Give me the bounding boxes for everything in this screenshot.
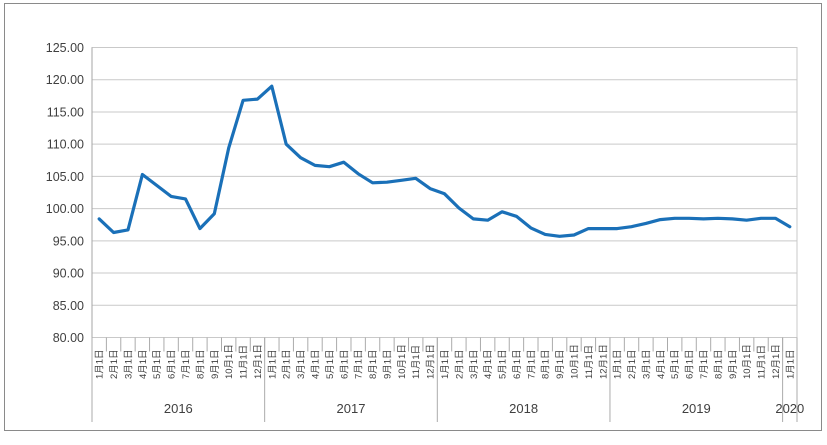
- x-axis-tick-label: 11月1日: [584, 345, 595, 379]
- x-axis-tick-label: 12月1日: [771, 344, 782, 379]
- y-axis-tick-label: 120.00: [46, 73, 84, 87]
- series-line[interactable]: [97, 84, 792, 238]
- y-axis-tick-label: 100.00: [46, 202, 84, 216]
- x-axis-tick-label: 4月1日: [138, 349, 149, 379]
- x-axis-tick-label: 8月1日: [368, 349, 379, 379]
- x-axis-tick-label: 10月1日: [397, 344, 408, 379]
- y-axis-tick-label: 95.00: [53, 234, 84, 248]
- x-axis-tick-label: 5月1日: [325, 349, 336, 379]
- x-axis-tick-label: 2月1日: [109, 349, 120, 379]
- year-label: 2018: [509, 401, 538, 416]
- x-axis-tick-label: 2月1日: [627, 349, 638, 379]
- x-axis-tick-label: 7月1日: [526, 349, 537, 379]
- x-axis-tick-label: 6月1日: [167, 349, 178, 379]
- y-axis-tick-label: 125.00: [46, 41, 84, 55]
- x-axis-tick-label: 7月1日: [181, 349, 192, 379]
- x-axis-tick-label: 4月1日: [311, 349, 322, 379]
- x-axis-tick-label: 5月1日: [152, 349, 163, 379]
- x-axis-tick-label: 7月1日: [699, 349, 710, 379]
- x-axis-tick-label: 3月1日: [641, 349, 652, 379]
- y-axis-tick-label: 110.00: [47, 138, 84, 152]
- x-axis-tick-label: 4月1日: [656, 349, 667, 379]
- year-label: 2017: [337, 401, 366, 416]
- year-label: 2016: [164, 401, 193, 416]
- x-axis-tick-label: 1月1日: [267, 349, 278, 379]
- year-label: 2019: [682, 401, 711, 416]
- x-axis-tick-label: 11月1日: [757, 345, 768, 379]
- x-axis-tick-label: 12月1日: [426, 344, 437, 379]
- x-axis-tick-label: 6月1日: [685, 349, 696, 379]
- x-axis-tick-label: 8月1日: [541, 349, 552, 379]
- x-axis-tick-label: 1月1日: [785, 349, 796, 379]
- y-axis-tick-label: 115.00: [47, 105, 84, 119]
- x-axis-tick-label: 2月1日: [282, 349, 293, 379]
- x-axis-tick-label: 9月1日: [728, 349, 739, 379]
- y-axis-tick-label: 80.00: [53, 331, 84, 345]
- x-axis-tick-label: 11月1日: [239, 345, 250, 379]
- x-axis-tick-label: 5月1日: [670, 349, 681, 379]
- x-axis-tick-label: 5月1日: [498, 349, 509, 379]
- x-axis-tick-label: 12月1日: [598, 344, 609, 379]
- x-axis-tick-label: 3月1日: [296, 349, 307, 379]
- x-axis-tick-label: 9月1日: [382, 349, 393, 379]
- x-axis-tick-label: 9月1日: [555, 349, 566, 379]
- x-axis-tick-label: 7月1日: [354, 349, 365, 379]
- x-axis-tick-label: 9月1日: [210, 349, 221, 379]
- x-axis-tick-label: 3月1日: [123, 349, 134, 379]
- x-axis-tick-label: 6月1日: [512, 349, 523, 379]
- x-axis-tick-label: 1月1日: [613, 349, 624, 379]
- x-axis-tick-label: 3月1日: [469, 349, 480, 379]
- x-axis-tick-label: 6月1日: [339, 349, 350, 379]
- x-axis-tick-label: 2月1日: [454, 349, 465, 379]
- year-label: 2020: [775, 401, 804, 416]
- x-axis-tick-label: 1月1日: [440, 349, 451, 379]
- x-axis-tick-label: 8月1日: [713, 349, 724, 379]
- y-axis-tick-label: 105.00: [46, 170, 84, 184]
- x-axis-tick-label: 11月1日: [411, 345, 422, 379]
- x-axis-tick-label: 10月1日: [224, 344, 235, 379]
- x-axis-tick-label: 1月1日: [95, 349, 106, 379]
- x-axis-tick-label: 12月1日: [253, 344, 264, 379]
- x-axis-tick-label: 10月1日: [742, 344, 753, 379]
- x-axis-tick-label: 4月1日: [483, 349, 494, 379]
- y-axis-tick-label: 90.00: [53, 267, 84, 281]
- x-axis-tick-label: 8月1日: [195, 349, 206, 379]
- y-axis-tick-label: 85.00: [53, 299, 84, 313]
- x-axis-tick-label: 10月1日: [569, 344, 580, 379]
